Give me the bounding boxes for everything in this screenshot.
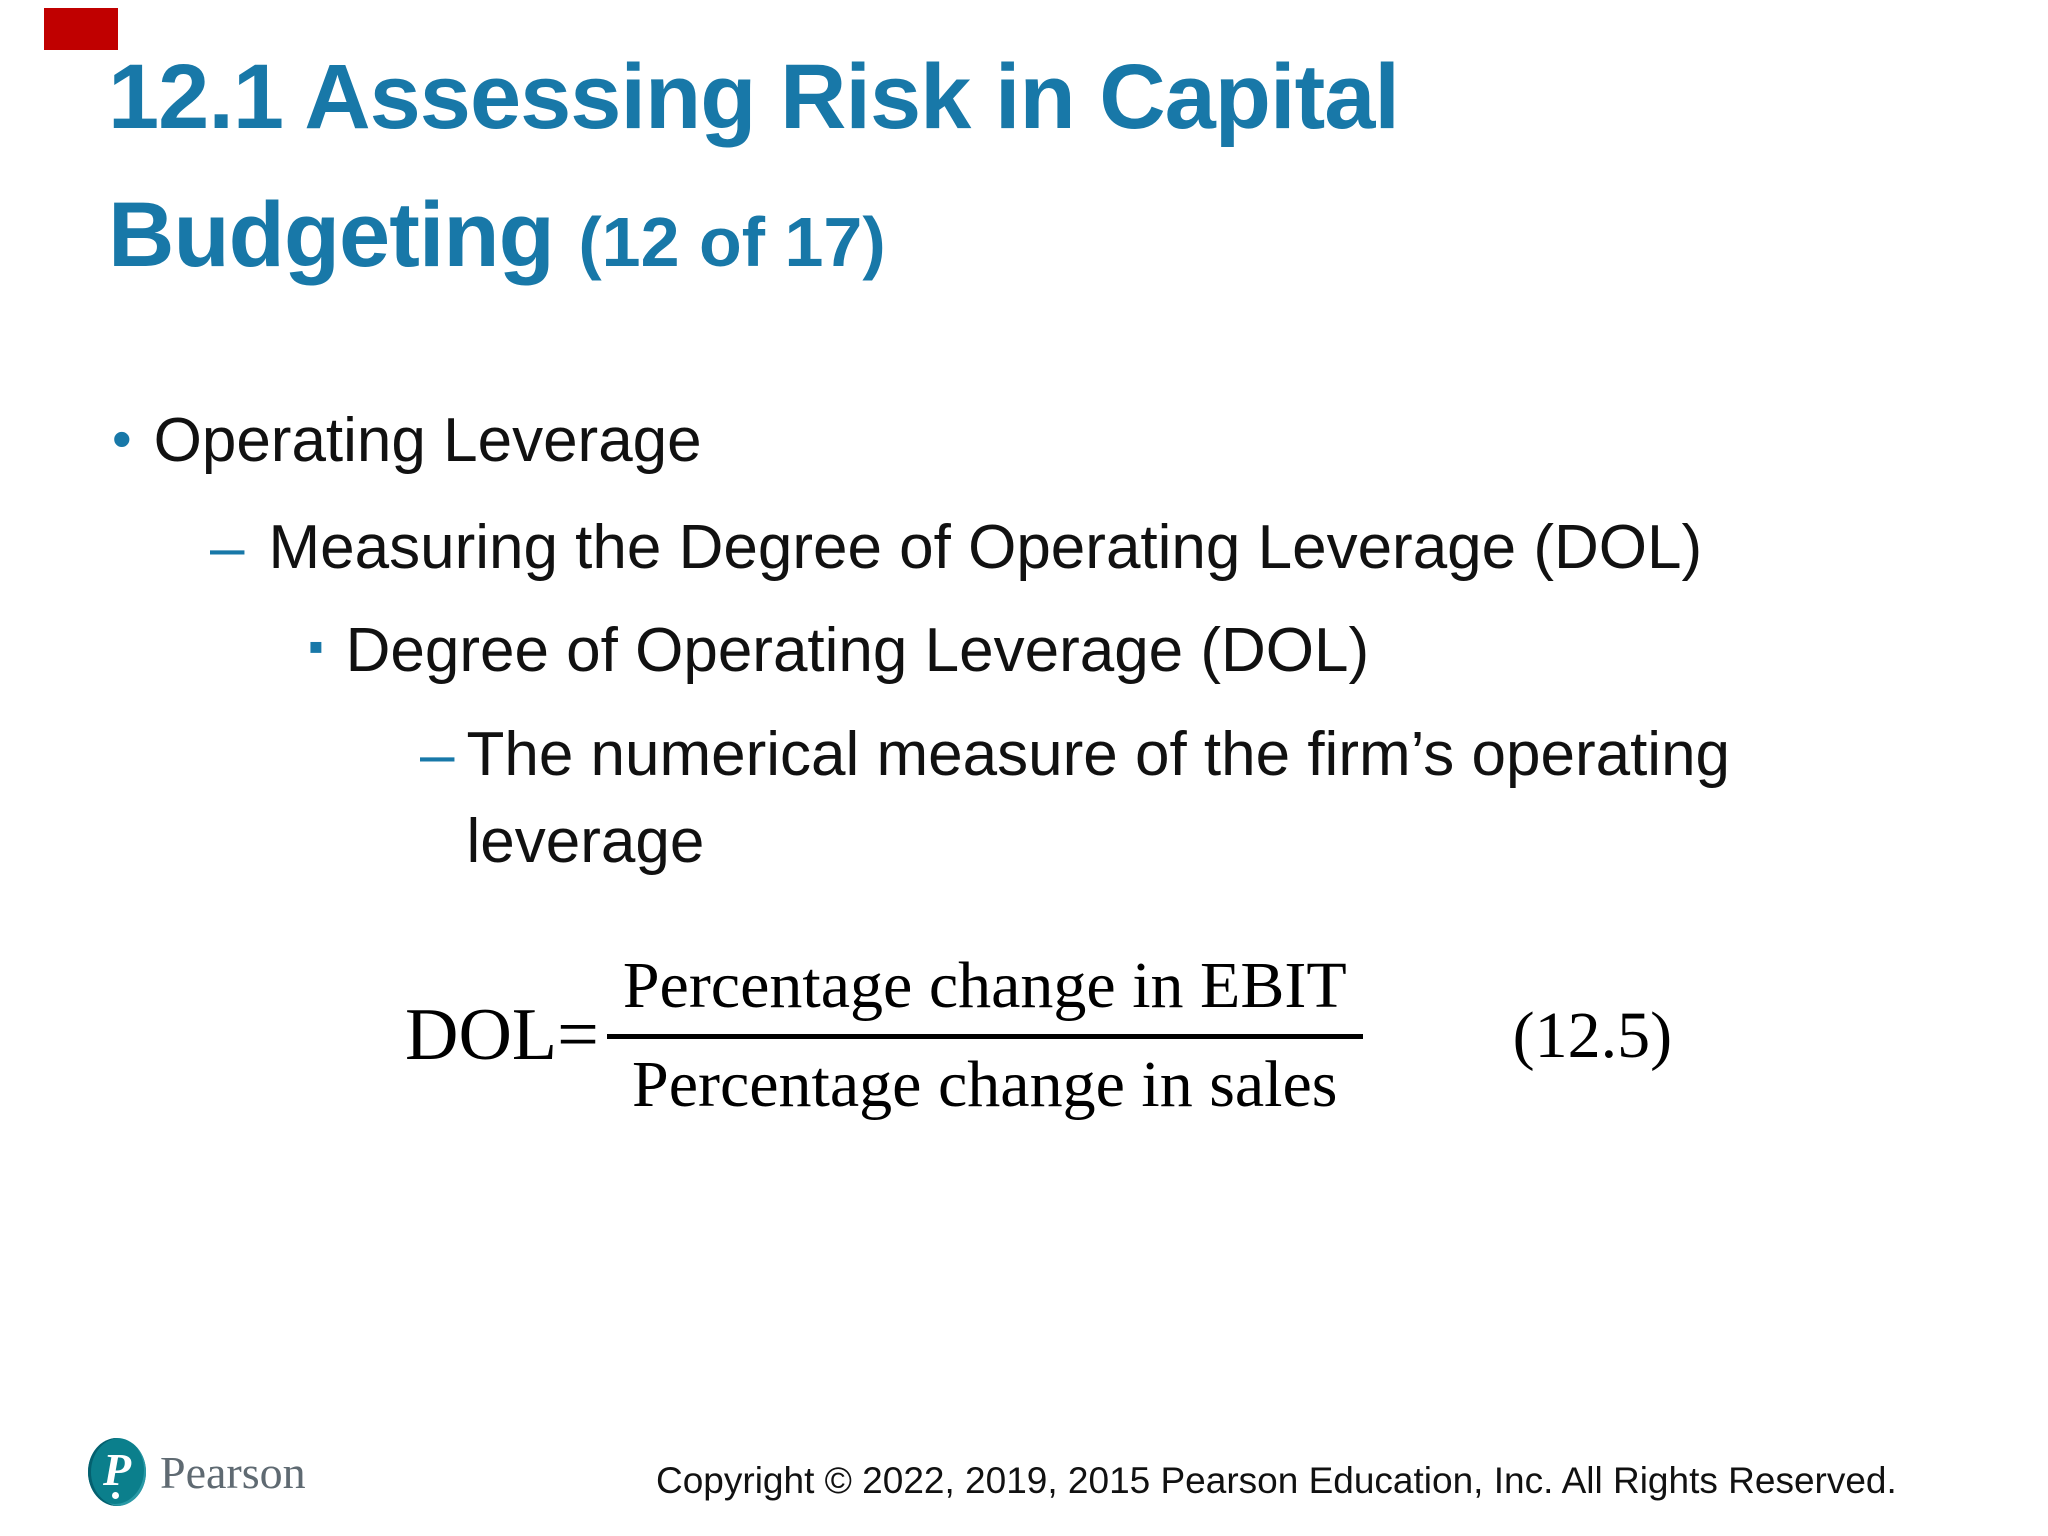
formula-lhs: DOL= xyxy=(405,994,599,1076)
page-title-line2: Budgeting xyxy=(108,184,555,286)
dash-bullet-icon: – xyxy=(210,513,245,582)
page-title: 12.1 Assessing Risk in Capital Budgeting… xyxy=(108,28,1668,304)
bullet-item: ▪ Degree of Operating Leverage (DOL) xyxy=(308,608,1369,695)
fraction-bar xyxy=(606,1034,1363,1039)
bullet-text: Degree of Operating Leverage (DOL) xyxy=(345,616,1370,685)
square-bullet-icon: ▪ xyxy=(308,622,324,671)
fraction-denominator: Percentage change in sales xyxy=(631,1048,1338,1121)
pearson-logo-icon: P xyxy=(88,1438,146,1506)
formula-fraction: Percentage change in EBIT Percentage cha… xyxy=(606,948,1363,1123)
round-bullet-icon: • xyxy=(112,407,132,470)
bullet-item: – Measuring the Degree of Operating Leve… xyxy=(210,505,1702,592)
pearson-logo-letter: P xyxy=(102,1444,132,1495)
page-title-suffix: (12 of 17) xyxy=(578,203,886,281)
bullet-text: The numerical measure of the firm’s oper… xyxy=(466,720,1731,876)
fraction-numerator: Percentage change in EBIT xyxy=(622,949,1347,1022)
bullet-item: – The numerical measure of the firm’s op… xyxy=(420,712,1906,886)
pearson-logo-dot-icon xyxy=(112,1492,119,1499)
page-title-line1: 12.1 Assessing Risk in Capital xyxy=(108,46,1400,148)
bullet-text: Operating Leverage xyxy=(153,406,702,475)
bullet-text: Measuring the Degree of Operating Levera… xyxy=(268,513,1703,582)
dash-bullet-icon: – xyxy=(420,720,455,789)
brand-name: Pearson xyxy=(160,1446,306,1498)
red-accent-rect xyxy=(44,8,118,50)
copyright-text: Copyright © 2022, 2019, 2015 Pearson Edu… xyxy=(656,1460,1897,1501)
equation-number: (12.5) xyxy=(1512,998,1673,1072)
pearson-logo: P Pearson xyxy=(88,1438,306,1506)
bullet-item: • Operating Leverage xyxy=(112,398,702,485)
dol-formula: DOL= Percentage change in EBIT Percentag… xyxy=(405,948,1672,1123)
